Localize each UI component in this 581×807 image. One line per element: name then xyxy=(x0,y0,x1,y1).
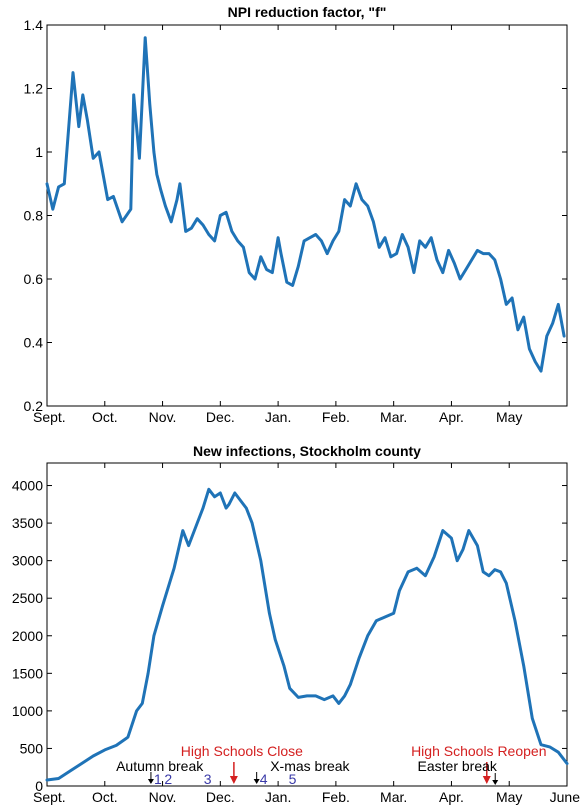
y-tick-label: 1000 xyxy=(12,703,43,719)
annotation-number: 1 xyxy=(154,771,162,787)
x-tick-label: Oct. xyxy=(92,409,118,425)
y-tick-label: 2500 xyxy=(12,590,43,606)
annotation-arrowhead xyxy=(482,776,491,784)
y-tick-label: 0.4 xyxy=(24,335,44,351)
x-tick-label: Nov. xyxy=(149,789,177,805)
x-tick-label: Sept. xyxy=(33,789,66,805)
x-tick-label: May xyxy=(496,789,522,805)
y-tick-label: 1.4 xyxy=(24,17,44,33)
x-tick-label: Apr. xyxy=(439,409,464,425)
y-tick-label: 2000 xyxy=(12,628,43,644)
x-tick-label: May xyxy=(496,409,522,425)
new-infections-chart: New infections, Stockholm county 0 500 100… xyxy=(12,443,580,805)
x-tick-label: Nov. xyxy=(149,409,177,425)
x-tick-label: Feb. xyxy=(322,789,350,805)
y-tick-label: 0.8 xyxy=(24,208,44,224)
annotation-number: 2 xyxy=(164,771,172,787)
annotation-number: 4 xyxy=(260,771,268,787)
annotation-arrowhead xyxy=(147,779,154,784)
chart-title: New infections, Stockholm county xyxy=(193,443,421,459)
npi-reduction-chart: NPI reduction factor, "f" 0.2 0.4 0.6 0.8 1 1… xyxy=(24,4,568,425)
y-tick-label: 0.2 xyxy=(24,398,44,414)
annotation-label: Autumn break xyxy=(116,758,204,774)
x-tick-label: Oct. xyxy=(92,789,118,805)
y-tick-label: 3000 xyxy=(12,553,43,569)
annotation-arrowhead xyxy=(253,779,260,784)
x-tick-label: Sept. xyxy=(33,409,66,425)
y-tick-label: 1500 xyxy=(12,665,43,681)
x-tick-label: Apr. xyxy=(439,789,464,805)
annotation-number: 5 xyxy=(289,771,297,787)
annotation-arrowhead xyxy=(229,776,238,784)
chart-title: NPI reduction factor, "f" xyxy=(228,4,387,20)
annotation-label: High Schools Reopen xyxy=(411,743,546,759)
annotation-label: X-mas break xyxy=(270,758,350,774)
x-tick-label: Mar. xyxy=(380,409,407,425)
x-tick-label: June xyxy=(550,789,581,805)
y-tick-label: 0 xyxy=(35,778,43,794)
x-tick-label: Jan. xyxy=(265,409,291,425)
x-tick-label: Dec. xyxy=(206,789,235,805)
y-tick-label: 4000 xyxy=(12,478,43,494)
x-tick-label: Jan. xyxy=(265,789,291,805)
annotation-arrowhead xyxy=(492,780,499,785)
y-tick-label: 3500 xyxy=(12,515,43,531)
annotation-label: Easter break xyxy=(418,758,498,774)
y-tick-label: 1 xyxy=(35,144,43,160)
plot-frame xyxy=(46,462,568,787)
y-tick-label: 0.6 xyxy=(24,271,44,287)
x-tick-label: Feb. xyxy=(322,409,350,425)
annotation-number: 3 xyxy=(204,771,212,787)
x-tick-label: Mar. xyxy=(380,789,407,805)
annotation-label: High Schools Close xyxy=(181,743,303,759)
series-line xyxy=(45,36,566,373)
series-line xyxy=(45,487,569,782)
y-tick-label: 500 xyxy=(20,740,44,756)
y-tick-label: 1.2 xyxy=(24,81,44,97)
x-tick-label: Dec. xyxy=(206,409,235,425)
